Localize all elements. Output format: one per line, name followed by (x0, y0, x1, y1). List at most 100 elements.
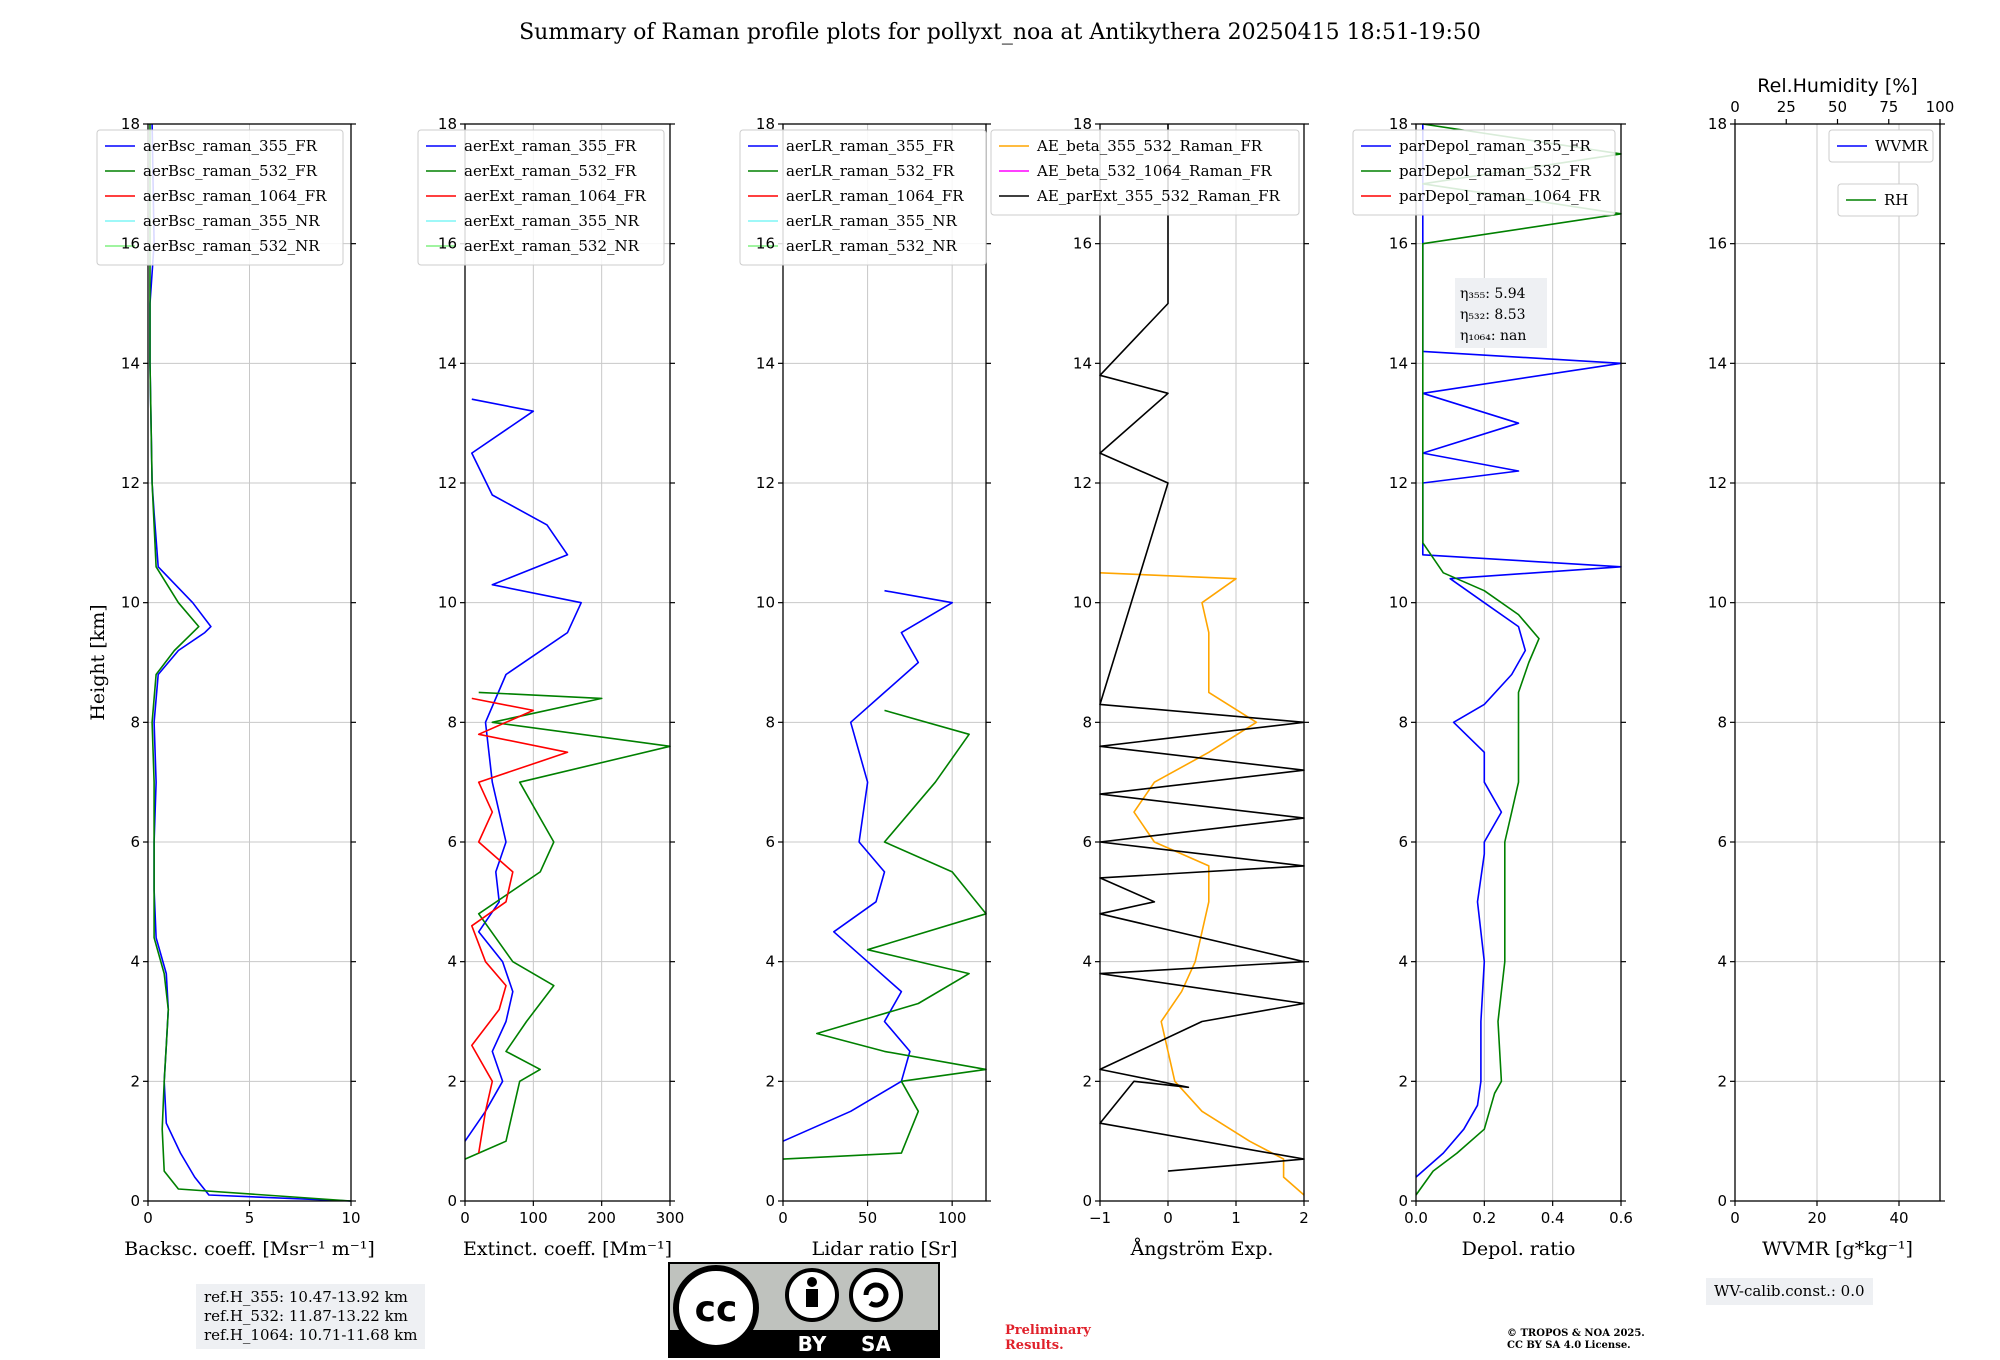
legend-label: parDepol_raman_355_FR (1399, 137, 1592, 155)
y-tick-label: 4 (1398, 953, 1408, 971)
prelim-line-2: Results. (1005, 1338, 1064, 1353)
axes-frame (782, 123, 987, 1202)
y-tick-label: 8 (1082, 713, 1092, 731)
series-aerBsc_raman_355_FR (149, 123, 352, 1202)
legend-label-rh: RH (1884, 191, 1908, 209)
x-tick-label: 50 (858, 1209, 877, 1227)
legend-label: aerLR_raman_532_FR (786, 162, 955, 180)
y-tick-label: 14 (1389, 354, 1408, 372)
x-tick-label: 0 (460, 1209, 470, 1227)
y-tick-label: 0 (447, 1192, 457, 1210)
x-tick-label: 100 (519, 1209, 548, 1227)
y-tick-label: 10 (1389, 594, 1408, 612)
panel-extinction (417, 123, 675, 1206)
legend-label: aerLR_raman_1064_FR (786, 187, 964, 205)
legend-box (990, 129, 1300, 216)
x-tick-label: 5 (245, 1209, 255, 1227)
y-tick-label: 2 (130, 1072, 140, 1090)
y-tick-label: 12 (1708, 474, 1727, 492)
reference-height-box: ref.H_355: 10.47-13.92 km ref.H_532: 11.… (196, 1284, 426, 1349)
eta-value: η₅₃₂: 8.53 (1460, 307, 1526, 323)
legend-label: aerBsc_raman_355_FR (143, 137, 318, 155)
top-axis-label: Rel.Humidity [%] (1757, 75, 1917, 97)
x-axis-label: Depol. ratio (1462, 1238, 1576, 1260)
x-tick-label: 0 (143, 1209, 153, 1227)
y-tick-label: 8 (1398, 713, 1408, 731)
y-tick-label: 8 (1717, 713, 1727, 731)
eta-box (1455, 278, 1547, 348)
figure-title: Summary of Raman profile plots for polly… (519, 20, 1481, 45)
legend-label: aerLR_raman_532_NR (786, 237, 957, 255)
y-tick-label: 2 (447, 1072, 457, 1090)
y-tick-label: 4 (765, 953, 775, 971)
legend-label: AE_beta_532_1064_Raman_FR (1036, 162, 1272, 180)
x-tick-label: 200 (587, 1209, 616, 1227)
x-tick-label: 1 (1231, 1209, 1241, 1227)
legend-label: parDepol_raman_1064_FR (1399, 187, 1601, 205)
legend-label: aerLR_raman_355_NR (786, 212, 957, 230)
y-tick-label: 2 (1398, 1072, 1408, 1090)
legend-label: aerBsc_raman_532_FR (143, 162, 318, 180)
preliminary-note: Preliminary Results. (1005, 1323, 1091, 1353)
x-tick-label: 2 (1299, 1209, 1309, 1227)
y-axis-label: Height [km] (87, 604, 109, 720)
y-tick-label: 18 (1073, 115, 1092, 133)
copyright-line-2: CC BY SA 4.0 License. (1507, 1340, 1631, 1351)
y-tick-label: 16 (1389, 235, 1408, 253)
y-tick-label: 12 (438, 474, 457, 492)
y-tick-label: 8 (130, 713, 140, 731)
panel-depol (1352, 123, 1626, 1206)
legend-label: aerExt_raman_532_FR (464, 162, 637, 180)
x-axis-label: Ångström Exp. (1130, 1238, 1274, 1260)
y-tick-label: 6 (1082, 833, 1092, 851)
x-axis-label: WVMR [g*kg⁻¹] (1762, 1238, 1913, 1260)
y-tick-label: 16 (756, 235, 775, 253)
legend-label: aerExt_raman_355_FR (464, 137, 637, 155)
legend-label: aerExt_raman_532_NR (464, 237, 640, 255)
prelim-line-1: Preliminary (1005, 1323, 1091, 1338)
cc-license-logo: cc BY SA (668, 1262, 940, 1358)
y-tick-label: 16 (121, 235, 140, 253)
top-tick-label: 75 (1879, 98, 1898, 116)
x-tick-label: 0.2 (1472, 1209, 1496, 1227)
x-axis-label: Extinct. coeff. [Mm⁻¹] (463, 1238, 672, 1260)
panel-lidar_ratio (739, 123, 991, 1206)
panel-backscatter (96, 123, 356, 1206)
x-tick-label: −1 (1089, 1209, 1111, 1227)
ref-h-532: ref.H_532: 11.87-13.22 km (204, 1307, 408, 1325)
legend-label: aerExt_raman_1064_FR (464, 187, 646, 205)
ref-h-355: ref.H_355: 10.47-13.92 km (204, 1288, 408, 1306)
legend-label: aerLR_raman_355_FR (786, 137, 955, 155)
copyright-note: © TROPOS & NOA 2025. CC BY SA 4.0 Licens… (1507, 1328, 1645, 1352)
y-tick-label: 2 (765, 1072, 775, 1090)
y-tick-label: 4 (1717, 953, 1727, 971)
y-tick-label: 6 (130, 833, 140, 851)
y-tick-label: 0 (1717, 1192, 1727, 1210)
x-tick-label: 300 (656, 1209, 685, 1227)
y-tick-label: 18 (438, 115, 457, 133)
y-tick-label: 4 (1082, 953, 1092, 971)
y-tick-label: 18 (1708, 115, 1727, 133)
x-tick-label: 40 (1889, 1209, 1908, 1227)
y-tick-label: 18 (1389, 115, 1408, 133)
y-tick-label: 6 (765, 833, 775, 851)
x-tick-label: 10 (341, 1209, 360, 1227)
series-parDepol_raman_532_FR (1415, 123, 1622, 1196)
wv-calib-box: WV-calib.const.: 0.0 (1706, 1278, 1873, 1305)
cc-text: cc (695, 1289, 738, 1330)
y-tick-label: 12 (121, 474, 140, 492)
y-tick-label: 16 (1708, 235, 1727, 253)
top-tick-label: 50 (1828, 98, 1847, 116)
y-tick-label: 14 (756, 354, 775, 372)
eta-value: η₁₀₆₄: nan (1460, 328, 1526, 344)
series-aerExt_raman_532_FR (464, 691, 671, 1160)
y-tick-label: 8 (765, 713, 775, 731)
y-tick-label: 12 (1389, 474, 1408, 492)
series-aerBsc_raman_532_FR (149, 124, 352, 1202)
y-tick-label: 18 (756, 115, 775, 133)
legend-label: AE_beta_355_532_Raman_FR (1036, 137, 1263, 155)
series-AE_parExt_355_532_Raman_FR (1099, 124, 1305, 1172)
y-tick-label: 16 (1073, 235, 1092, 253)
y-tick-label: 6 (447, 833, 457, 851)
axes-frame (1099, 123, 1305, 1202)
